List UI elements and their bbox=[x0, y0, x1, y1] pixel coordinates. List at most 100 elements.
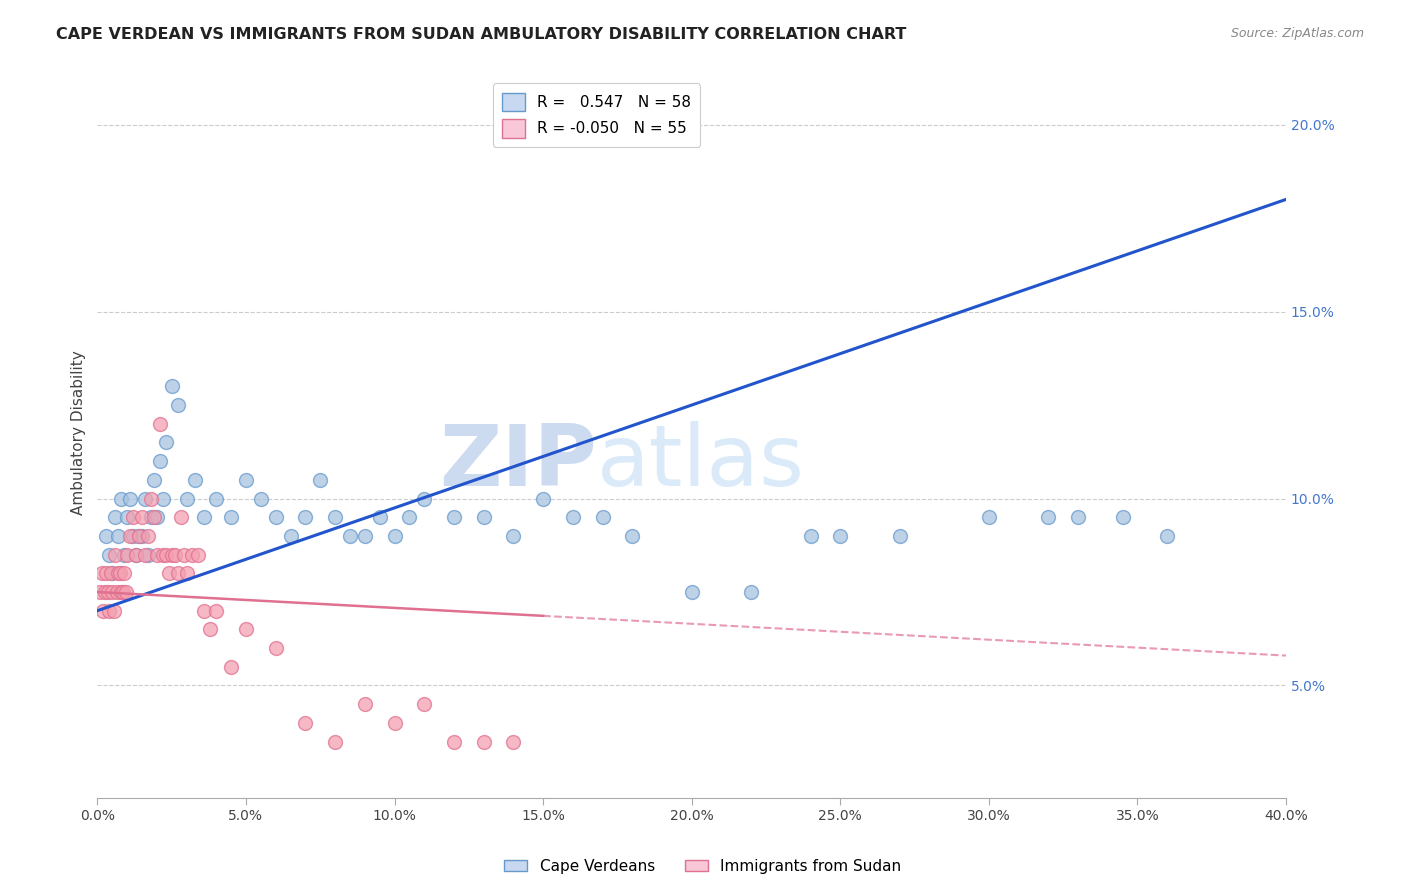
Point bbox=[413, 491, 436, 506]
Point bbox=[384, 529, 406, 543]
Point bbox=[472, 510, 495, 524]
Point bbox=[142, 510, 165, 524]
Point bbox=[264, 510, 287, 524]
Point bbox=[681, 585, 703, 599]
Point bbox=[101, 566, 124, 581]
Point bbox=[146, 548, 169, 562]
Point bbox=[249, 491, 271, 506]
Point bbox=[561, 510, 583, 524]
Point bbox=[472, 734, 495, 748]
Point bbox=[125, 548, 148, 562]
Point bbox=[142, 473, 165, 487]
Point bbox=[169, 510, 191, 524]
Point bbox=[264, 641, 287, 656]
Point bbox=[176, 491, 198, 506]
Point bbox=[502, 734, 524, 748]
Point bbox=[184, 473, 207, 487]
Point bbox=[219, 510, 242, 524]
Point bbox=[1111, 510, 1133, 524]
Point bbox=[107, 529, 129, 543]
Point bbox=[294, 715, 316, 730]
Point bbox=[1067, 510, 1090, 524]
Point bbox=[131, 510, 153, 524]
Point bbox=[101, 585, 124, 599]
Point bbox=[139, 491, 162, 506]
Point bbox=[152, 548, 174, 562]
Point bbox=[160, 548, 183, 562]
Point bbox=[187, 548, 209, 562]
Point bbox=[107, 566, 129, 581]
Point bbox=[294, 510, 316, 524]
Point bbox=[122, 529, 145, 543]
Point bbox=[166, 566, 188, 581]
Point bbox=[621, 529, 644, 543]
Point bbox=[118, 491, 141, 506]
Point bbox=[889, 529, 911, 543]
Point bbox=[384, 715, 406, 730]
Point bbox=[146, 510, 169, 524]
Point bbox=[105, 585, 128, 599]
Point bbox=[96, 566, 118, 581]
Point bbox=[413, 697, 436, 711]
Point bbox=[160, 379, 183, 393]
Text: CAPE VERDEAN VS IMMIGRANTS FROM SUDAN AMBULATORY DISABILITY CORRELATION CHART: CAPE VERDEAN VS IMMIGRANTS FROM SUDAN AM… bbox=[56, 27, 907, 42]
Point bbox=[114, 585, 136, 599]
Point bbox=[280, 529, 302, 543]
Point bbox=[323, 734, 346, 748]
Text: Source: ZipAtlas.com: Source: ZipAtlas.com bbox=[1230, 27, 1364, 40]
Legend: Cape Verdeans, Immigrants from Sudan: Cape Verdeans, Immigrants from Sudan bbox=[498, 853, 908, 880]
Point bbox=[97, 585, 120, 599]
Point bbox=[111, 585, 134, 599]
Point bbox=[163, 548, 186, 562]
Point bbox=[110, 491, 132, 506]
Point bbox=[128, 529, 150, 543]
Point bbox=[193, 604, 215, 618]
Point bbox=[502, 529, 524, 543]
Point bbox=[592, 510, 614, 524]
Point bbox=[91, 604, 114, 618]
Text: ZIP: ZIP bbox=[439, 421, 596, 504]
Point bbox=[205, 491, 228, 506]
Point bbox=[193, 510, 215, 524]
Point bbox=[90, 566, 112, 581]
Point bbox=[136, 529, 159, 543]
Point bbox=[155, 548, 177, 562]
Point bbox=[443, 734, 465, 748]
Text: atlas: atlas bbox=[596, 421, 804, 504]
Point bbox=[157, 566, 180, 581]
Point bbox=[134, 491, 156, 506]
Point bbox=[200, 623, 222, 637]
Point bbox=[94, 585, 117, 599]
Point bbox=[118, 529, 141, 543]
Point bbox=[131, 529, 153, 543]
Point bbox=[235, 473, 257, 487]
Point bbox=[1156, 529, 1178, 543]
Point bbox=[112, 566, 135, 581]
Point bbox=[398, 510, 420, 524]
Point bbox=[136, 548, 159, 562]
Point bbox=[323, 510, 346, 524]
Point bbox=[98, 548, 121, 562]
Point bbox=[115, 510, 138, 524]
Point bbox=[443, 510, 465, 524]
Point bbox=[977, 510, 1000, 524]
Point bbox=[531, 491, 554, 506]
Point bbox=[166, 398, 188, 412]
Point bbox=[149, 454, 172, 468]
Point bbox=[100, 566, 122, 581]
Point bbox=[740, 585, 762, 599]
Point bbox=[98, 604, 121, 618]
Point bbox=[1038, 510, 1060, 524]
Point bbox=[173, 548, 195, 562]
Point bbox=[205, 604, 228, 618]
Point bbox=[103, 604, 125, 618]
Point bbox=[104, 510, 127, 524]
Point bbox=[110, 585, 132, 599]
Point bbox=[89, 585, 111, 599]
Point bbox=[128, 529, 150, 543]
Point bbox=[181, 548, 204, 562]
Point bbox=[353, 697, 375, 711]
Point bbox=[139, 510, 162, 524]
Point bbox=[219, 660, 242, 674]
Point bbox=[96, 529, 118, 543]
